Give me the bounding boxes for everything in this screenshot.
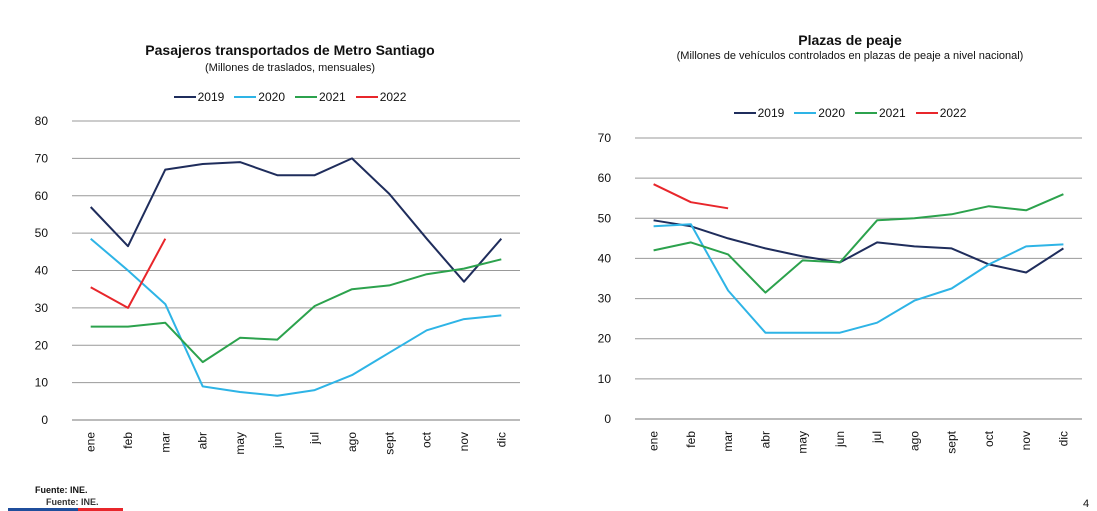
page-number: 4 xyxy=(1083,498,1090,510)
x-tick-label: ago xyxy=(907,431,921,451)
y-tick-label: 60 xyxy=(598,171,612,185)
chart-subtitle: (Millones de traslados, mensuales) xyxy=(205,62,375,74)
y-tick-label: 10 xyxy=(598,372,612,386)
chart-subtitle: (Millones de vehículos controlados en pl… xyxy=(676,50,1024,62)
legend-label: 2019 xyxy=(197,90,225,104)
y-tick-label: 0 xyxy=(604,412,611,426)
x-tick-label: oct xyxy=(982,430,996,447)
x-tick-label: oct xyxy=(420,431,434,448)
legend: 2019 2020 2021 2022 xyxy=(70,90,510,104)
series-line xyxy=(90,258,502,364)
legend-label: 2021 xyxy=(319,90,346,104)
chart-title: Pasajeros transportados de Metro Santiag… xyxy=(145,42,435,58)
x-tick-label: dic xyxy=(494,432,508,447)
x-tick-label: jun xyxy=(833,431,847,448)
x-tick-label: abr xyxy=(196,432,210,449)
series-line xyxy=(653,223,1064,334)
series-line xyxy=(90,238,167,309)
accent-blue xyxy=(8,508,78,511)
x-tick-label: jun xyxy=(270,432,284,449)
legend-item: 2022 xyxy=(355,90,407,104)
y-tick-label: 40 xyxy=(598,251,612,265)
legend-item: 2022 xyxy=(915,106,967,120)
source: Fuente: INE. xyxy=(35,485,88,495)
x-tick-label: jul xyxy=(308,432,322,445)
legend-swatch xyxy=(295,96,317,98)
legend-swatch xyxy=(173,96,196,98)
legend-label: 2020 xyxy=(258,90,285,104)
x-tick-label: sept xyxy=(382,431,396,454)
x-tick-label: may xyxy=(233,432,247,455)
x-tick-label: nov xyxy=(1019,431,1033,450)
legend-label: 2019 xyxy=(757,106,785,120)
legend-swatch xyxy=(355,96,378,98)
chart-title: Plazas de peaje xyxy=(798,32,902,48)
y-tick-label: 50 xyxy=(35,226,49,240)
series-line xyxy=(89,157,503,283)
legend-swatch xyxy=(794,112,817,114)
legend-item: 2020 xyxy=(794,106,845,120)
legend-item: 2020 xyxy=(234,90,285,104)
x-tick-label: ene xyxy=(84,432,98,452)
x-tick-label: ago xyxy=(345,432,359,452)
y-tick-label: 70 xyxy=(35,151,49,165)
x-tick-label: jul xyxy=(870,431,884,444)
accent-red xyxy=(78,508,123,511)
x-tick-label: ene xyxy=(647,431,661,451)
x-tick-label: abr xyxy=(758,431,772,448)
y-tick-label: 70 xyxy=(598,131,612,145)
y-tick-label: 80 xyxy=(35,114,49,128)
y-tick-label: 20 xyxy=(35,338,49,352)
x-tick-label: nov xyxy=(457,432,471,451)
x-tick-label: mar xyxy=(721,431,735,452)
x-tick-label: may xyxy=(796,431,810,454)
y-tick-label: 40 xyxy=(35,264,49,278)
x-tick-label: mar xyxy=(158,432,172,453)
legend-label: 2022 xyxy=(939,106,967,120)
legend-swatch xyxy=(855,112,877,114)
y-tick-label: 10 xyxy=(35,376,49,390)
x-tick-label: dic xyxy=(1056,431,1070,446)
y-tick-label: 30 xyxy=(35,301,49,315)
legend-item: 2019 xyxy=(733,106,785,120)
legend-item: 2021 xyxy=(295,90,346,104)
y-tick-label: 30 xyxy=(598,292,612,306)
y-tick-label: 0 xyxy=(41,413,48,427)
series-line xyxy=(90,237,502,397)
legend-swatch xyxy=(234,96,257,98)
legend-item: 2019 xyxy=(173,90,225,104)
y-tick-label: 60 xyxy=(35,189,49,203)
legend-item: 2021 xyxy=(855,106,906,120)
legend-swatch xyxy=(733,112,756,114)
series-line xyxy=(653,219,1064,274)
legend-swatch xyxy=(915,112,938,114)
y-tick-label: 50 xyxy=(598,211,612,225)
legend-label: 2021 xyxy=(879,106,906,120)
legend: 2019 2020 2021 2022 xyxy=(630,106,1070,120)
x-tick-label: feb xyxy=(121,432,135,449)
legend-label: 2020 xyxy=(818,106,845,120)
source-repeat: Fuente: INE. xyxy=(46,497,99,507)
y-tick-label: 20 xyxy=(598,332,612,346)
legend-label: 2022 xyxy=(379,90,407,104)
x-tick-label: sept xyxy=(945,430,959,453)
x-tick-label: feb xyxy=(684,431,698,448)
series-line xyxy=(653,193,1064,294)
series-line xyxy=(653,183,729,210)
